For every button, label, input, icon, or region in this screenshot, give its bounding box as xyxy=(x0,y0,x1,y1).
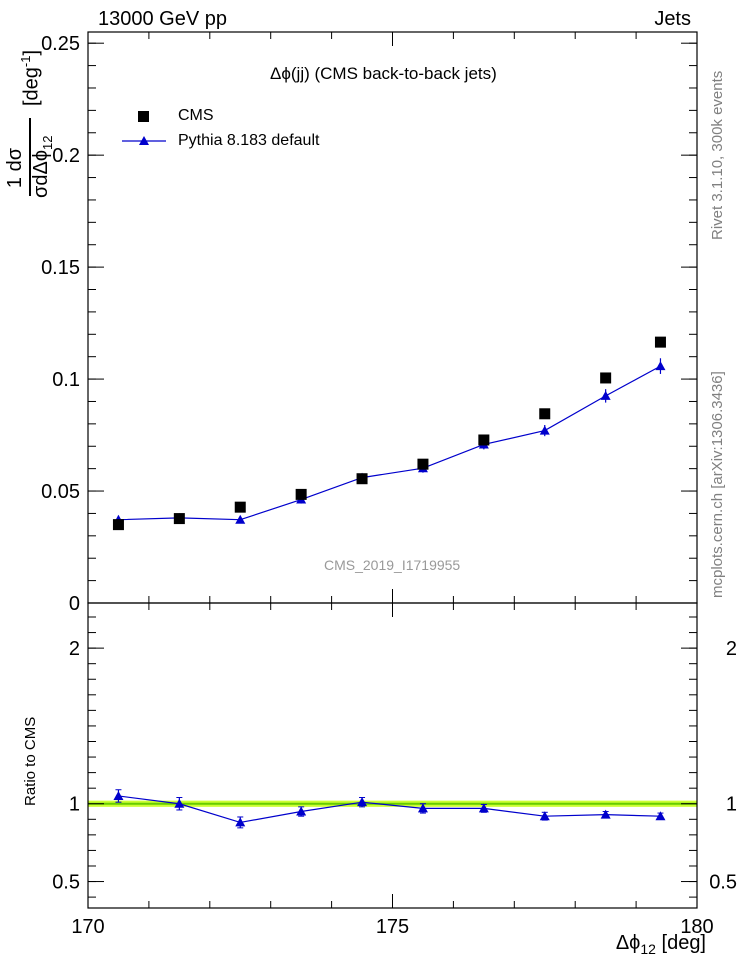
chart-title: Δϕ(jj) (CMS back-to-back jets) xyxy=(270,64,497,83)
y-title-denominator-d: dΔϕ xyxy=(30,149,52,186)
x-title-symbol: Δϕ xyxy=(615,932,641,954)
pythia-point xyxy=(235,514,246,524)
pythia-line xyxy=(118,365,661,521)
legend-label-pythia: Pythia 8.183 default xyxy=(178,132,320,149)
ratio-line xyxy=(118,795,661,824)
main-panel: 0 0.05 0.1 0.15 0.2 0.25 xyxy=(41,31,698,615)
cms-point xyxy=(112,519,124,531)
pythia-point xyxy=(600,390,611,400)
y-title-denominator-sigma: σ xyxy=(30,185,52,198)
ratio-point xyxy=(539,811,550,821)
main-y-axis-title: 1 dσ σdΔϕ12 [deg-1] xyxy=(4,0,64,200)
y-title-subscript: 12 xyxy=(40,135,55,150)
ratio-ytick-label-right: 0.5 xyxy=(709,872,737,894)
ratio-point xyxy=(357,797,368,807)
x-axis-title: Δϕ12 [deg] xyxy=(616,932,706,957)
ratio-ytick-label-right: 2 xyxy=(726,638,737,660)
ratio-point xyxy=(417,803,428,813)
ratio-point xyxy=(478,803,489,813)
ratio-frame xyxy=(87,602,698,909)
legend-marker-pythia xyxy=(122,136,166,145)
ratio-point xyxy=(655,811,666,821)
y-title-numerator-d: dσ xyxy=(4,147,26,172)
ratio-y-axis-title: Ratio to CMS xyxy=(22,716,39,806)
ratio-ytick-label: 0.5 xyxy=(52,872,80,894)
y-title-unit-open: [deg xyxy=(20,67,43,106)
cms-point xyxy=(478,434,490,446)
ratio-ytick-label: 1 xyxy=(69,794,80,816)
side-label-rivet: Rivet 3.1.10, 300k events xyxy=(709,70,726,240)
cms-point xyxy=(173,513,185,525)
main-ytick-label: 0.2 xyxy=(52,145,80,167)
x-title-subscript: 12 xyxy=(640,941,656,957)
x-title-unit: [deg] xyxy=(655,932,707,954)
main-ytick-label: 0.25 xyxy=(41,33,80,55)
ratio-panel: 0.5 1 2 0.5 1 2 170 175 180 xyxy=(52,602,737,938)
ratio-point xyxy=(113,790,124,800)
ratio-ytick-label: 2 xyxy=(69,638,80,660)
y-title-numerator-1: 1 xyxy=(4,176,26,189)
cms-point xyxy=(654,336,666,348)
ratio-point xyxy=(235,817,246,827)
x-tick-label: 175 xyxy=(376,916,409,938)
ratio-point xyxy=(296,806,307,816)
legend-label-cms: CMS xyxy=(178,107,214,124)
cms-point xyxy=(356,473,368,485)
x-tick-label: 180 xyxy=(680,916,713,938)
analysis-watermark: CMS_2019_I1719955 xyxy=(324,557,461,573)
main-ytick-label: 0.15 xyxy=(41,257,80,279)
header-beam-label: 13000 GeV pp xyxy=(98,8,227,30)
pythia-point xyxy=(539,425,550,435)
header-jets-label: Jets xyxy=(654,8,691,30)
ratio-ytick-label-right: 1 xyxy=(726,794,737,816)
x-tick-label: 170 xyxy=(71,916,104,938)
ratio-point xyxy=(174,798,185,808)
pythia-point xyxy=(655,361,666,371)
cms-point xyxy=(539,408,551,420)
legend-marker-cms xyxy=(138,111,149,122)
cms-point xyxy=(417,458,429,470)
side-label-mcplots: mcplots.cern.ch [arXiv:1306.3436] xyxy=(709,371,726,598)
cms-point xyxy=(234,501,246,513)
main-ytick-label: 0.05 xyxy=(41,481,80,503)
main-ytick-label: 0.1 xyxy=(52,369,80,391)
cms-point xyxy=(295,488,307,500)
main-ytick-label: 0 xyxy=(69,593,80,615)
y-title-unit-close: ] xyxy=(20,49,43,56)
cms-point xyxy=(600,372,612,384)
ratio-point xyxy=(600,809,611,819)
y-title-unit-exponent: -1 xyxy=(18,55,33,68)
